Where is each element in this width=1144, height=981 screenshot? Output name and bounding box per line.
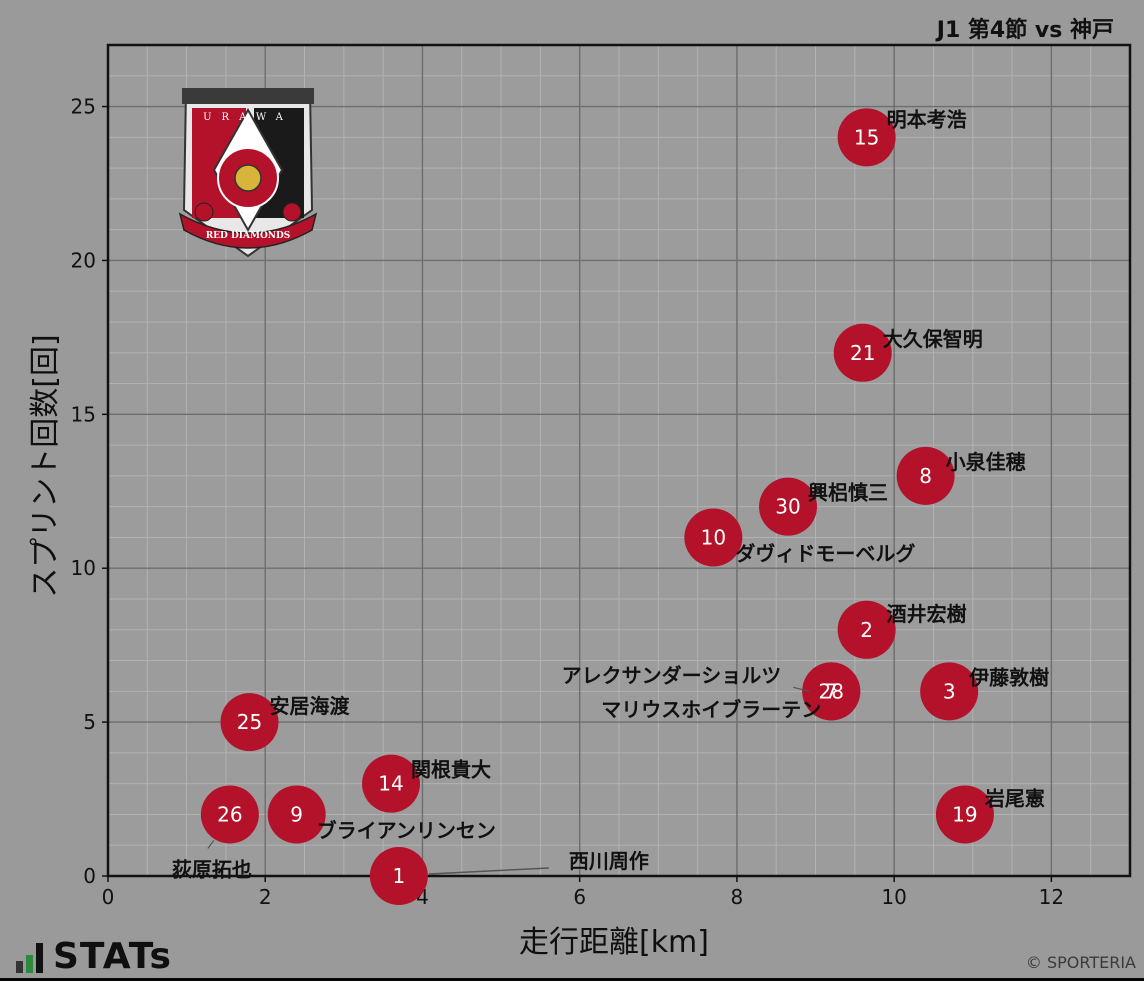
crest-rose-icon: [282, 202, 302, 222]
player-name-label: 興梠慎三: [808, 481, 888, 505]
player-number-label: 25: [237, 710, 262, 734]
player-marker: [802, 662, 861, 721]
x-tick-label: 10: [881, 885, 906, 909]
player-name-label: マリウスホイブラーテン: [601, 697, 821, 721]
player-marker: [833, 323, 892, 382]
crest-rose-icon: [194, 202, 214, 222]
player-name-label: ブライアンリンセン: [317, 818, 496, 842]
player-name-label: 西川周作: [569, 849, 649, 873]
player-number-label: 21: [850, 341, 875, 365]
x-tick-label: 0: [102, 885, 115, 909]
player-marker: [369, 847, 428, 905]
player-number-label: 3: [943, 679, 956, 703]
player-number-label: 15: [854, 125, 879, 149]
y-tick-label: 0: [83, 864, 96, 888]
club-crest-logo: URAWA RED DIAMONDS: [178, 88, 318, 258]
player-number-label: 30: [775, 495, 800, 519]
player-marker: [837, 600, 896, 659]
x-tick-label: 8: [731, 885, 744, 909]
player-number-label: 26: [217, 802, 242, 826]
player-name-label: 小泉佳穂: [946, 450, 1026, 474]
bar-chart-icon: [16, 941, 43, 973]
player-name-label: 安居海渡: [270, 694, 351, 718]
x-tick-label: 12: [1039, 885, 1064, 909]
player-marker: [896, 446, 955, 505]
brand-name: STATs: [53, 936, 172, 977]
player-name-label: アレクサンダーショルツ: [562, 663, 782, 687]
player-marker: [759, 477, 818, 536]
stats-brand: STATs: [16, 936, 172, 977]
crest-arc-text: URAWA: [203, 112, 293, 123]
player-number-label: 28: [819, 679, 844, 703]
crest-top-band: [182, 88, 314, 104]
plot-frame: [106, 43, 1132, 878]
y-tick-label: 20: [71, 248, 96, 272]
player-name-label: 大久保智明: [883, 327, 983, 351]
x-axis-label: 走行距離[km]: [518, 925, 709, 960]
player-marker: [935, 785, 994, 844]
y-tick-label: 25: [71, 95, 96, 119]
player-marker: [920, 662, 979, 721]
leader-line: [207, 840, 215, 849]
player-marker: [684, 508, 743, 567]
football-icon: [234, 164, 262, 192]
y-tick-label: 10: [71, 556, 96, 580]
chart-title: J1 第4節 vs 神戸: [936, 18, 1114, 43]
player-name-label: 関根貴大: [411, 758, 491, 782]
player-name-label: 伊藤敦樹: [968, 665, 1049, 689]
player-number-label: 14: [378, 772, 403, 796]
y-tick-label: 5: [83, 710, 96, 734]
player-number-label: 2: [860, 618, 873, 642]
y-tick-label: 15: [71, 402, 96, 426]
x-tick-label: 2: [259, 885, 272, 909]
crest-band-text: RED DIAMONDS: [206, 231, 291, 241]
leader-line: [793, 686, 810, 692]
player-number-label: 10: [701, 525, 726, 549]
player-name-label: 荻原拓也: [172, 857, 252, 881]
player-number-label: 1: [393, 864, 406, 888]
player-number-label: 7: [825, 679, 838, 703]
copyright-credit: © SPORTERIA: [1025, 953, 1136, 972]
bottom-border: [0, 978, 1144, 981]
player-name-label: 岩尾憲: [984, 786, 1045, 810]
player-marker: [267, 785, 326, 844]
data-points: [200, 108, 994, 905]
crest-banner: [178, 212, 318, 249]
player-name-label: 酒井宏樹: [887, 602, 967, 626]
x-tick-label: 6: [573, 885, 586, 909]
player-marker: [220, 693, 279, 752]
player-marker: [362, 754, 421, 813]
y-axis-label: スプリント回数[回]: [28, 334, 63, 598]
player-marker: [837, 108, 896, 167]
player-marker: [200, 785, 259, 844]
player-number-label: 9: [290, 802, 303, 826]
point-labels: 15 明本考浩 21 大久保智明 8 小泉佳穂 30 興梠慎三 10 ダヴィドモーベルグ 2 酒井宏樹…: [172, 107, 1049, 888]
leader-line: [428, 867, 549, 875]
player-number-label: 19: [952, 802, 977, 826]
player-name-label: 明本考浩: [887, 107, 967, 131]
player-name-label: ダヴィドモーベルグ: [735, 541, 915, 565]
player-number-label: 8: [919, 464, 932, 488]
